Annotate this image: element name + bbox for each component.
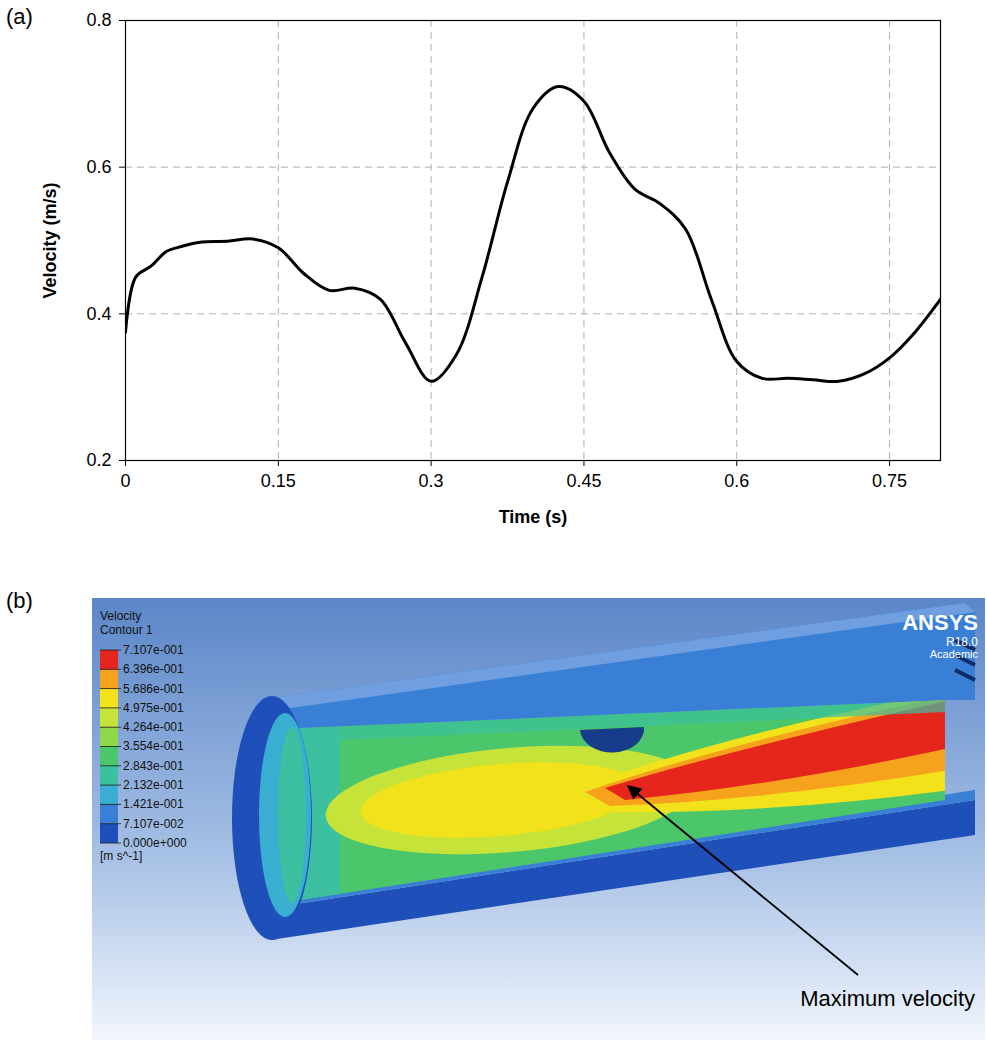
svg-text:3.554e-001: 3.554e-001 — [123, 739, 184, 753]
svg-text:2.843e-001: 2.843e-001 — [123, 759, 184, 773]
svg-text:5.686e-001: 5.686e-001 — [123, 682, 184, 696]
svg-text:Academic: Academic — [930, 648, 979, 660]
svg-text:[m s^-1]: [m s^-1] — [100, 849, 142, 863]
svg-text:0.75: 0.75 — [872, 471, 907, 491]
svg-text:0.4: 0.4 — [86, 304, 111, 324]
svg-text:7.107e-002: 7.107e-002 — [123, 817, 184, 831]
svg-text:Contour 1: Contour 1 — [100, 623, 153, 637]
svg-text:0.3: 0.3 — [419, 471, 444, 491]
svg-text:6.396e-001: 6.396e-001 — [123, 662, 184, 676]
svg-text:Time (s): Time (s) — [499, 507, 568, 527]
svg-text:7.107e-001: 7.107e-001 — [123, 643, 184, 657]
svg-text:Velocity: Velocity — [100, 609, 141, 623]
svg-text:0.45: 0.45 — [566, 471, 601, 491]
svg-text:0.6: 0.6 — [724, 471, 749, 491]
svg-text:R18.0: R18.0 — [946, 635, 978, 649]
svg-text:ANSYS: ANSYS — [902, 610, 978, 635]
svg-text:0.2: 0.2 — [86, 450, 111, 470]
svg-text:0: 0 — [120, 471, 130, 491]
svg-text:0.8: 0.8 — [86, 10, 111, 30]
html-text:(b): (b) — [6, 588, 33, 613]
svg-text:4.975e-001: 4.975e-001 — [123, 701, 184, 715]
svg-text:2.132e-001: 2.132e-001 — [123, 778, 184, 792]
svg-text:0.6: 0.6 — [86, 157, 111, 177]
svg-text:0.000e+000: 0.000e+000 — [123, 836, 187, 850]
svg-text:Velocity (m/s): Velocity (m/s) — [40, 182, 60, 298]
svg-text:1.421e-001: 1.421e-001 — [123, 797, 184, 811]
svg-text:0.15: 0.15 — [261, 471, 296, 491]
svg-text:Maximum velocity: Maximum velocity — [800, 986, 975, 1011]
html-text:(a): (a) — [6, 4, 33, 29]
svg-text:4.264e-001: 4.264e-001 — [123, 720, 184, 734]
